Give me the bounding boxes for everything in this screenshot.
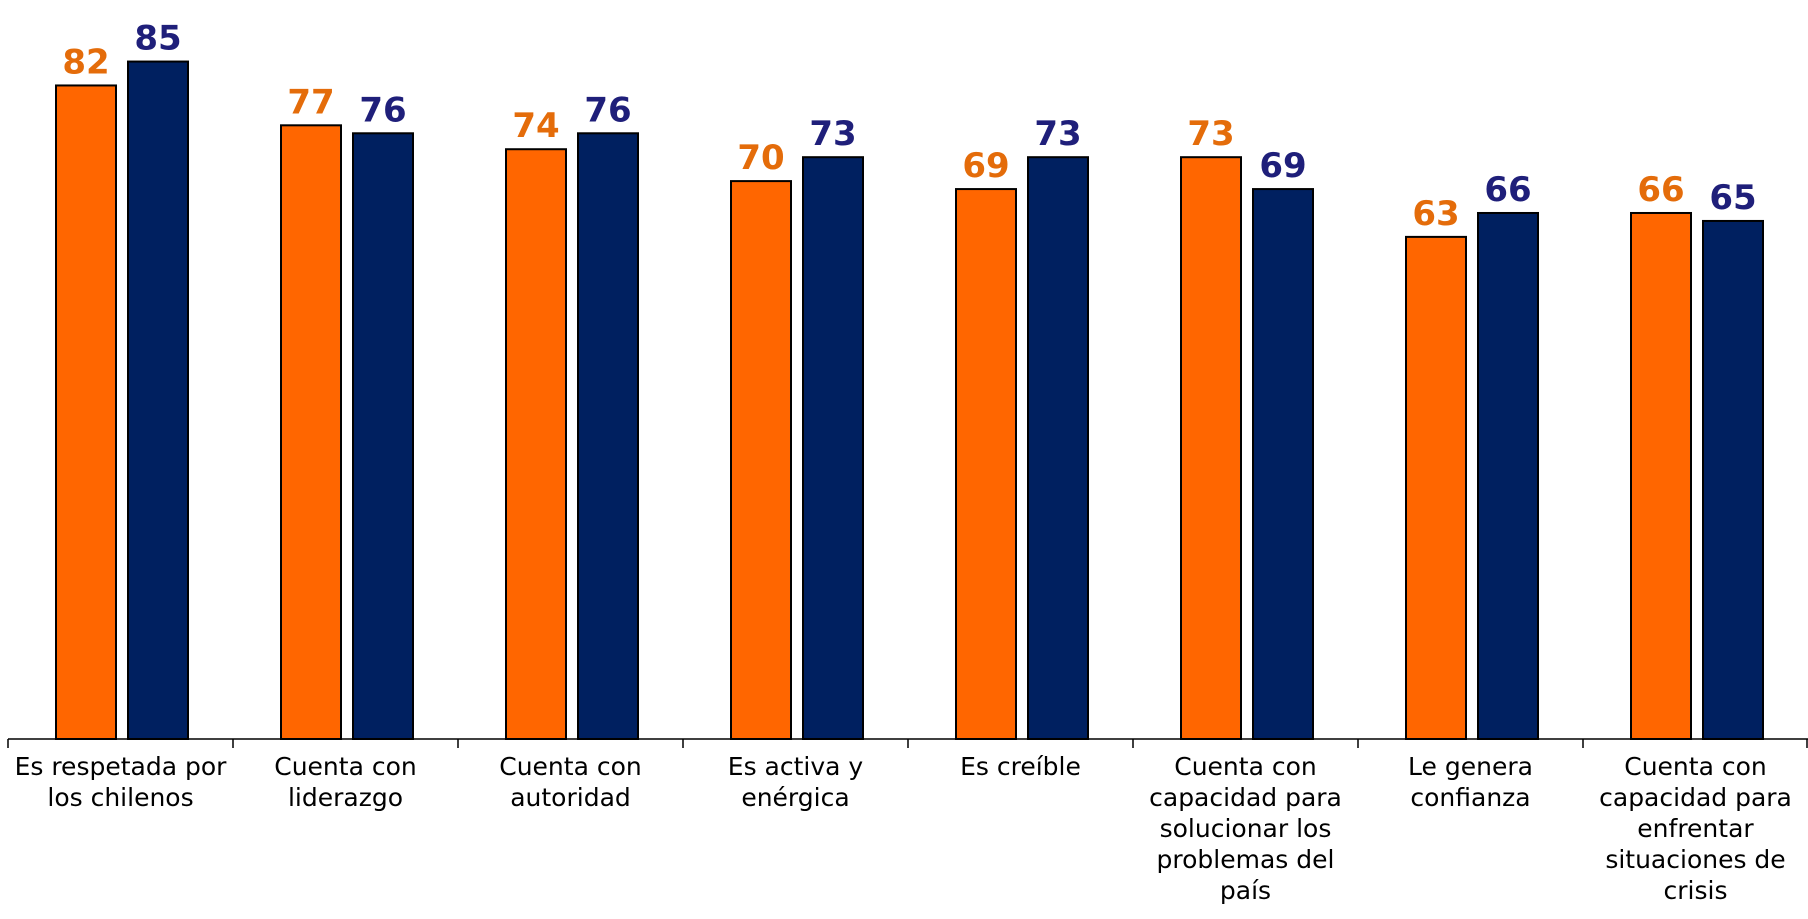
category-label-3-line-1: enérgica: [741, 783, 849, 812]
category-label-7-line-0: Cuenta con: [1624, 752, 1766, 781]
bar-series1-7: [1630, 211, 1692, 741]
category-label-2-line-1: autoridad: [510, 783, 631, 812]
value-label-series1-6: 63: [1412, 194, 1459, 234]
x-axis: [7, 738, 1808, 748]
bar-series1-6: [1405, 235, 1467, 740]
category-label-6-line-0: Le genera: [1408, 752, 1533, 781]
value-label-series2-2: 76: [584, 90, 631, 130]
bar-series1-0: [55, 84, 117, 740]
value-label-series1-1: 77: [287, 82, 334, 122]
category-label-1-line-1: liderazgo: [288, 783, 403, 812]
bar-series2-3: [802, 156, 864, 740]
value-label-series2-0: 85: [134, 19, 181, 59]
value-label-series1-2: 74: [512, 106, 559, 146]
bars-layer: [55, 60, 1764, 741]
category-label-7-line-3: situaciones de: [1605, 845, 1785, 874]
category-label-4-line-0: Es creíble: [960, 752, 1081, 781]
value-label-series1-3: 70: [737, 138, 784, 178]
bar-series2-1: [352, 132, 414, 740]
value-labels-layer: 82 85 77 76 74 76 70 73 69 73 73 69 63 66 66 65: [62, 19, 1756, 234]
value-label-series1-5: 73: [1187, 114, 1234, 154]
value-label-series2-7: 65: [1709, 178, 1756, 218]
bar-series1-4: [955, 188, 1017, 740]
category-label-5-line-4: país: [1220, 876, 1271, 905]
bar-series2-4: [1027, 156, 1089, 740]
value-label-series2-3: 73: [809, 114, 856, 154]
value-label-series1-7: 66: [1637, 170, 1684, 210]
category-label-5-line-1: capacidad para: [1149, 783, 1342, 812]
category-label-0-line-0: Es respetada por: [15, 752, 228, 781]
category-label-5-line-2: solucionar los: [1160, 814, 1332, 843]
bar-series2-7: [1702, 219, 1764, 740]
bar-series2-5: [1252, 188, 1314, 740]
category-label-2-line-0: Cuenta con: [499, 752, 641, 781]
value-label-series2-5: 69: [1259, 146, 1306, 186]
bar-series2-0: [127, 60, 189, 741]
category-label-0-line-1: los chilenos: [47, 783, 193, 812]
bar-series1-2: [505, 148, 567, 741]
value-label-series1-0: 82: [62, 42, 109, 82]
category-label-3-line-0: Es activa y: [728, 752, 864, 781]
value-label-series2-4: 73: [1034, 114, 1081, 154]
category-label-6-line-1: confianza: [1410, 783, 1530, 812]
value-label-series2-6: 66: [1484, 170, 1531, 210]
bar-series1-1: [280, 124, 342, 740]
bar-series2-2: [577, 132, 639, 740]
category-label-7-line-4: crisis: [1664, 876, 1728, 905]
bar-series1-5: [1180, 156, 1242, 740]
bar-series1-3: [730, 180, 792, 741]
category-label-1-line-0: Cuenta con: [274, 752, 416, 781]
category-label-7-line-1: capacidad para: [1599, 783, 1792, 812]
value-label-series2-1: 76: [359, 90, 406, 130]
category-label-7-line-2: enfrentar: [1637, 814, 1754, 843]
value-label-series1-4: 69: [962, 146, 1009, 186]
bar-series2-6: [1477, 211, 1539, 741]
category-label-5-line-3: problemas del: [1157, 845, 1335, 874]
category-label-5-line-0: Cuenta con: [1174, 752, 1316, 781]
